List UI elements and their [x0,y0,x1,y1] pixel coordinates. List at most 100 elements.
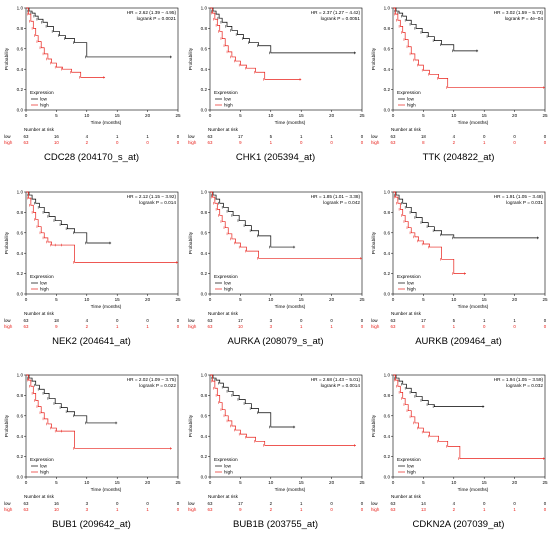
risk-count-low: 1 [116,134,119,139]
legend-label-low: low [224,281,232,286]
x-tick-label: 20 [512,297,518,302]
y-axis-label: Probability [188,414,194,437]
y-tick-label: 0.0 [17,108,24,113]
gene-title: TTK (204822_at) [422,152,495,163]
risk-count-high: 1 [116,507,119,512]
x-axis-label: Time (months) [458,487,489,493]
y-tick-label: 0.2 [17,271,24,276]
risk-row-label-high: high [371,140,380,145]
y-tick-label: 1.0 [384,373,391,378]
y-tick-label: 1.0 [17,6,24,11]
y-tick-label: 0.6 [384,230,391,235]
risk-count-high: 9 [239,507,242,512]
risk-row-label-high: high [4,140,13,145]
x-tick-label: 5 [239,297,242,302]
risk-count-high: 9 [239,140,242,145]
km-curve-low [210,374,296,428]
x-tick-label: 0 [209,480,212,485]
risk-count-high: 1 [270,140,273,145]
risk-count-high: 63 [391,507,396,512]
x-tick-label: 15 [482,297,488,302]
risk-count-low: 16 [54,134,59,139]
risk-count-high: 63 [24,140,29,145]
x-tick-label: 0 [392,480,395,485]
x-tick-label: 5 [55,297,58,302]
risk-count-high: 63 [391,324,396,329]
x-tick-label: 15 [115,297,121,302]
km-curve-high [393,191,466,274]
legend-title: Expression [397,274,421,280]
legend-label-high: high [407,103,416,108]
risk-row-label-low: low [4,134,11,139]
km-curve-low [393,7,479,52]
risk-count-low: 14 [421,501,426,506]
hazard-ratio-text: HR = 1.85 (1.01 − 3.38) [311,194,361,199]
gene-title: AURKB (209464_at) [415,336,502,347]
risk-count-high: 63 [24,507,29,512]
risk-row-label-low: low [371,318,378,323]
x-tick-label: 10 [451,297,457,302]
x-tick-label: 10 [84,297,90,302]
y-tick-label: 0.2 [201,454,208,459]
y-tick-label: 0.8 [384,393,391,398]
y-tick-label: 0.6 [201,46,208,51]
y-tick-label: 0.6 [384,46,391,51]
gene-title: CDKN2A (207039_at) [412,519,505,530]
x-tick-label: 5 [239,480,242,485]
risk-count-high: 0 [330,140,333,145]
x-tick-label: 0 [25,297,28,302]
risk-count-low: 0 [361,134,364,139]
y-tick-label: 0.4 [201,434,208,439]
km-panel: 0.0 0.2 0.4 0.6 0.8 1.0 0 5 10 15 20 25 Time (months… [367,0,550,180]
risk-count-low: 0 [544,134,547,139]
legend-label-low: low [40,97,48,102]
y-tick-label: 0.2 [17,87,24,92]
x-tick-label: 10 [268,297,274,302]
y-axis-label: Probability [188,47,194,70]
x-tick-label: 20 [145,480,151,485]
risk-row-label-high: high [371,324,380,329]
legend-label-low: low [407,97,415,102]
x-tick-label: 25 [175,297,181,302]
x-axis-label: Time (months) [91,487,122,493]
x-tick-label: 15 [482,480,488,485]
hazard-ratio-text: HR = 2.12 (1.15 − 3.92) [127,194,177,199]
risk-count-low: 5 [270,134,273,139]
y-tick-label: 0.2 [17,454,24,459]
km-curve-high [26,191,178,263]
y-axis-label: Probability [4,414,10,437]
risk-count-high: 1 [146,507,149,512]
x-axis-label: Time (months) [458,304,489,310]
y-tick-label: 1.0 [17,190,24,195]
x-tick-label: 20 [329,297,335,302]
km-panel: 0.0 0.2 0.4 0.6 0.8 1.0 0 5 10 15 20 25 Time (months… [367,184,550,364]
x-tick-label: 5 [422,297,425,302]
risk-count-high: 3 [270,324,273,329]
risk-count-low: 4 [453,501,456,506]
logrank-p-text: logrank P = 0.042 [323,200,360,205]
x-tick-label: 20 [145,297,151,302]
risk-count-low: 1 [146,134,149,139]
y-axis-label: Probability [4,47,10,70]
x-axis-label: Time (months) [458,120,489,126]
hazard-ratio-text: HR = 2.37 (1.27 − 4.42) [311,10,361,15]
risk-count-high: 63 [208,507,213,512]
risk-count-high: 0 [361,507,364,512]
risk-count-low: 1 [513,318,516,323]
legend-label-high: high [224,287,233,292]
y-tick-label: 0.8 [384,210,391,215]
risk-count-low: 4 [86,134,89,139]
logrank-p-text: logrank P = 0.022 [139,383,176,388]
risk-row-label-low: low [4,318,11,323]
risk-count-low: 17 [238,501,243,506]
x-tick-label: 15 [299,297,305,302]
gene-title: AURKA (208079_s_at) [227,336,324,347]
x-tick-label: 10 [451,113,457,118]
risk-count-low: 0 [483,134,486,139]
